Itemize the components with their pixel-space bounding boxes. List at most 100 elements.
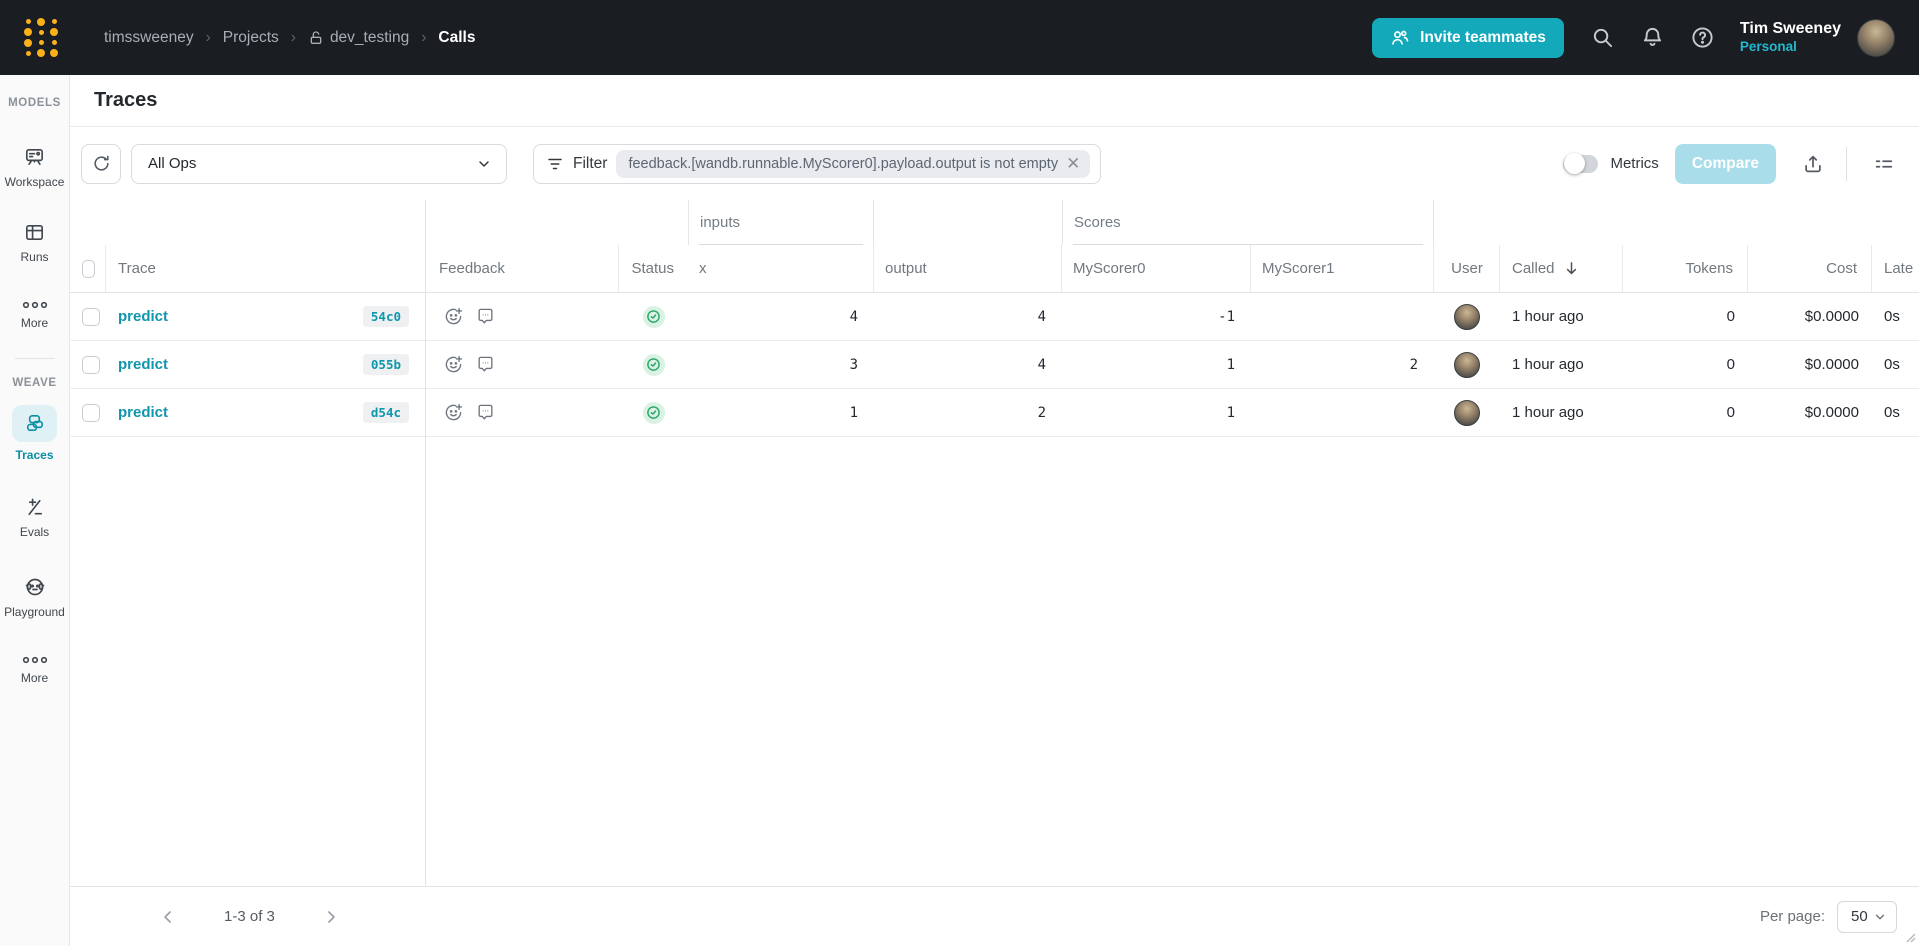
sidebar-item-label: More (20, 671, 49, 685)
pagination-prev-icon[interactable] (158, 907, 178, 927)
more-dots-icon (22, 655, 48, 665)
sidebar-item-weave-more[interactable]: More (21, 655, 48, 685)
filter-funnel-icon (546, 155, 564, 173)
sidebar-item-label: Playground (4, 605, 65, 619)
sidebar-item-evals[interactable]: Evals (20, 496, 49, 539)
help-icon[interactable] (1691, 26, 1714, 49)
cell-x: 1 (849, 404, 858, 421)
column-header-latency[interactable]: Late (1884, 260, 1914, 277)
filter-chip-close-icon[interactable]: ✕ (1066, 154, 1081, 173)
breadcrumb-separator-icon: › (421, 28, 427, 46)
column-header-myscorer1[interactable]: MyScorer1 (1251, 245, 1434, 292)
column-header-feedback[interactable]: Feedback (425, 245, 619, 292)
page-title: Traces (94, 89, 158, 111)
filter-chip[interactable]: feedback.[wandb.runnable.MyScorer0].payl… (616, 149, 1091, 178)
sidebar-item-runs[interactable]: Runs (20, 221, 49, 264)
trace-op-link[interactable]: predict (118, 404, 169, 421)
row-checkbox[interactable] (82, 403, 100, 422)
trace-id-chip[interactable]: 54c0 (362, 306, 409, 327)
user-menu[interactable]: Tim Sweeney Personal (1740, 19, 1841, 56)
export-icon[interactable] (1802, 153, 1824, 175)
add-reaction-icon[interactable] (444, 307, 463, 326)
breadcrumb-project[interactable]: dev_testing (329, 28, 410, 46)
sidebar-models-header: MODELS (8, 97, 61, 109)
cell-myscorer1 (1251, 389, 1434, 436)
refresh-button[interactable] (81, 143, 121, 184)
sidebar-item-playground[interactable]: Playground (4, 575, 65, 619)
invite-teammates-button[interactable]: Invite teammates (1372, 17, 1564, 58)
compare-button[interactable]: Compare (1674, 143, 1776, 184)
breadcrumb-entity[interactable]: timssweeney (104, 28, 194, 46)
filter-bar[interactable]: Filter feedback.[wandb.runnable.MyScorer… (533, 143, 1102, 184)
resize-grip-icon[interactable] (1904, 931, 1916, 943)
breadcrumb-page: Calls (438, 28, 476, 46)
notifications-bell-icon[interactable] (1641, 26, 1664, 49)
cell-output: 2 (1037, 404, 1046, 421)
breadcrumb-separator-icon: › (290, 28, 296, 46)
sidebar-item-label: More (20, 316, 49, 330)
metrics-toggle[interactable] (1563, 152, 1599, 174)
status-success-icon (642, 305, 665, 328)
column-header-myscorer0[interactable]: MyScorer0 (1062, 245, 1251, 292)
filter-label: Filter (573, 154, 608, 172)
cell-tokens: 0 (1726, 404, 1735, 421)
calls-table: inputs Scores Trace Feedback Status x ou… (70, 200, 1919, 886)
select-all-checkbox-cell (70, 245, 106, 292)
trace-id-chip[interactable]: d54c (362, 402, 409, 423)
table-footer: 1-3 of 3 Per page: 50 (70, 886, 1919, 946)
row-user-avatar (1454, 303, 1480, 330)
column-header-tokens[interactable]: Tokens (1623, 245, 1748, 292)
user-avatar[interactable] (1857, 18, 1895, 57)
cell-latency: 0s (1884, 308, 1900, 325)
select-all-checkbox[interactable] (82, 259, 95, 278)
sidebar-item-traces[interactable]: Traces (12, 405, 57, 462)
wandb-logo[interactable] (22, 17, 62, 59)
cell-called: 1 hour ago (1512, 356, 1584, 373)
column-header-row: Trace Feedback Status x output MyScorer0… (70, 245, 1919, 293)
breadcrumb-separator-icon: › (205, 28, 211, 46)
table-row[interactable]: predict 54c0 4 4 -1 1 hour ago 0 $0.0000… (70, 293, 1919, 341)
add-reaction-icon[interactable] (444, 355, 463, 374)
column-header-status[interactable]: Status (631, 260, 674, 277)
column-header-user[interactable]: User (1434, 245, 1500, 292)
cell-latency: 0s (1884, 404, 1900, 421)
search-icon[interactable] (1591, 26, 1614, 49)
column-header-cost[interactable]: Cost (1748, 245, 1872, 292)
row-user-avatar (1454, 399, 1480, 426)
sidebar-weave-header: WEAVE (12, 377, 57, 389)
row-checkbox[interactable] (82, 355, 100, 374)
row-checkbox-cell (70, 389, 106, 436)
column-settings-icon[interactable] (1873, 153, 1895, 175)
table-row[interactable]: predict 055b 3 4 1 2 1 hour ago 0 $0.000… (70, 341, 1919, 389)
frozen-column-divider[interactable] (425, 200, 426, 886)
comment-icon[interactable] (476, 307, 495, 326)
column-header-called-label: Called (1512, 260, 1555, 277)
pagination-next-icon[interactable] (321, 907, 341, 927)
column-header-output[interactable]: output (874, 245, 1062, 292)
comment-icon[interactable] (476, 403, 495, 422)
lock-icon (308, 30, 324, 46)
ops-filter-dropdown[interactable]: All Ops (131, 143, 507, 184)
per-page-select[interactable]: 50 (1837, 900, 1897, 933)
invite-teammates-label: Invite teammates (1420, 28, 1546, 46)
column-header-called[interactable]: Called (1500, 245, 1623, 292)
top-navbar: timssweeney › Projects › dev_testing › C… (0, 0, 1919, 75)
add-reaction-icon[interactable] (444, 403, 463, 422)
cell-x: 3 (849, 356, 858, 373)
cell-called: 1 hour ago (1512, 308, 1584, 325)
left-sidebar: MODELS Workspace Runs More WEAVE Traces (0, 75, 70, 946)
comment-icon[interactable] (476, 355, 495, 374)
cell-myscorer1 (1251, 293, 1434, 340)
table-row[interactable]: predict d54c 1 2 1 1 hour ago 0 $0.0000 … (70, 389, 1919, 437)
sidebar-item-models-more[interactable]: More (21, 300, 48, 330)
row-checkbox[interactable] (82, 307, 100, 326)
sort-descending-arrow-icon (1563, 260, 1580, 277)
trace-op-link[interactable]: predict (118, 356, 169, 373)
trace-id-chip[interactable]: 055b (362, 354, 409, 375)
sidebar-item-workspace[interactable]: Workspace (5, 146, 64, 189)
trace-op-link[interactable]: predict (118, 308, 169, 325)
column-header-trace[interactable]: Trace (118, 260, 156, 277)
column-header-x[interactable]: x (688, 245, 874, 292)
chevron-down-icon (1873, 910, 1887, 924)
breadcrumb-projects[interactable]: Projects (222, 28, 279, 46)
